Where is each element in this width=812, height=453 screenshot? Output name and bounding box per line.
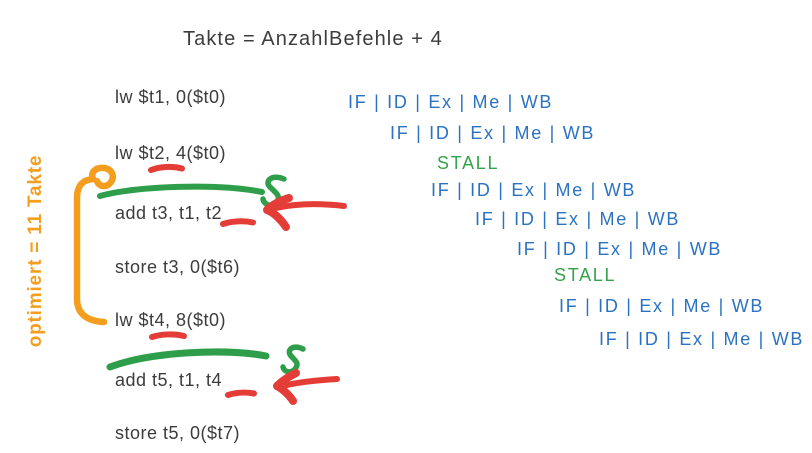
green-move-line-2 (106, 348, 270, 371)
instruction-lw-t4: lw $t4, 8($t0) (115, 310, 227, 330)
optimized-takte-label: optimiert = 11 Takte (25, 154, 46, 348)
red-arrow-shaft-2 (284, 376, 340, 388)
pipeline-stage-row: IF | ID | Ex | Me | WB (390, 123, 596, 143)
instruction-add-t5: add t5, t1, t4 (115, 370, 223, 390)
instruction-store-t5: store t5, 0($t7) (115, 423, 241, 443)
red-underline-lw-t4 (149, 331, 187, 340)
red-arrow-shaft-1 (273, 201, 347, 211)
formula-title: Takte = AnzahlBefehle + 4 (183, 28, 443, 50)
pipeline-stage-row: IF | ID | Ex | Me | WB (475, 209, 681, 229)
stall-row: STALL (554, 265, 617, 285)
pipeline-stage-row: IF | ID | Ex | Me | WB (559, 296, 765, 316)
red-arrow-head-1 (263, 194, 293, 231)
green-move-line-1 (97, 183, 265, 199)
pipeline-stage-row: IF | ID | Ex | Me | WB (431, 180, 637, 200)
instruction-lw-t1: lw $t1, 0($t0) (115, 87, 227, 107)
pipeline-stage-row: IF | ID | Ex | Me | WB (348, 92, 554, 112)
stall-row: STALL (437, 153, 500, 173)
red-underline-lw-t2 (148, 163, 185, 173)
red-underline-add-t2 (220, 218, 256, 227)
instruction-store-t3: store t3, 0($t6) (115, 257, 241, 277)
green-squiggle-1 (260, 174, 287, 208)
red-arrow-head-2 (273, 369, 300, 405)
red-underline-add-t4 (225, 389, 257, 398)
instruction-add-t3: add t3, t1, t2 (115, 203, 223, 223)
pipeline-stage-row: IF | ID | Ex | Me | WB (599, 329, 805, 349)
instruction-lw-t2: lw $t2, 4($t0) (115, 143, 227, 163)
green-squiggle-2 (280, 344, 306, 375)
pipeline-stage-row: IF | ID | Ex | Me | WB (517, 239, 723, 259)
orange-bracket-annotation (73, 164, 116, 326)
